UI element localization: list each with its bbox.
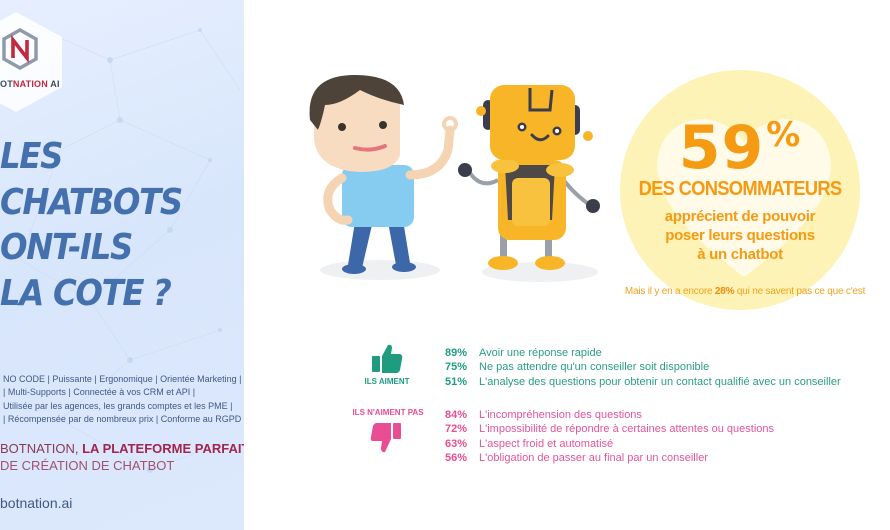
headline-line: CHATBOTS [0,181,183,223]
feature-line: | Récompensée par de nombreux prix | Con… [3,413,244,424]
dislikes-item-text: L'impossibilité de répondre à certaines … [479,423,775,436]
likes-item: 89% Avoir une réponse rapide [445,346,841,360]
botnation-logo-icon [2,28,38,70]
likes-item-pct: 75% [445,361,468,374]
likes-item: 51% L'analyse des questions pour obtenir … [445,375,841,389]
stat-subtitle-line: apprécient de pouvoir [664,208,816,225]
likes-list: 89% Avoir une réponse rapide 75% Ne pas at… [445,346,841,389]
stat-note-suffix: qui ne savent pas ce que c'est [734,286,866,297]
dislikes-list: 84% L'incompréhension des questions 72% L'… [445,408,774,465]
stat-value: 59 [678,113,765,183]
likes-item: 75% Ne pas attendre qu'un conseiller soit… [445,360,841,374]
tagline-strong: LA PLATEFORME PARFAITE [82,441,244,456]
logo-wordmark: OTNATION AI [0,79,60,89]
dislikes-item: 56% L'obligation de passer au final par u… [445,451,774,465]
feature-line: | Multi-Supports | Connectée à vos CRM e… [3,387,196,398]
feature-list: NO CODE | Puissante | Ergonomique | Orie… [3,373,244,426]
network-background-decoration [19,19,241,473]
stat-subtitle-line: à un chatbot [697,246,783,263]
dislikes-item-text: L'aspect froid et automatisé [479,437,614,450]
feature-line: Utilisée par les agences, les grands com… [3,400,233,411]
website-link[interactable]: botnation.ai [0,495,73,511]
headline-line: LA COTE ? [0,272,172,314]
man-figure [309,75,458,274]
stat-subtitle-line: poser leurs questions [665,227,815,244]
dislikes-item: 72% L'impossibilité de répondre à certain… [445,422,774,436]
thumbs-down-icon [370,423,401,453]
dislikes-item-pct: 84% [445,409,468,421]
stat-percentage: 59% [620,100,860,183]
likes-item-text: L'analyse des questions pour obtenir un … [479,375,841,388]
likes-item-pct: 51% [445,375,468,388]
dislikes-label: ILS N'AIMENT PAS [352,408,424,417]
stat-note-prefix: Mais il y en a encore [624,286,715,297]
headline-line: ONT-ILS [0,227,133,268]
stat-note: Mais il y en a encore 28% qui ne savent … [610,286,880,297]
likes-item-text: Ne pas attendre qu'un conseiller soit di… [479,361,710,374]
dislikes-item-pct: 63% [445,437,468,450]
robot-figure [458,85,600,270]
dislikes-item-text: L'obligation de passer au final par un c… [479,451,708,464]
likes-label: ILS AIMENT [364,377,410,386]
stat-unit: % [766,115,802,155]
tagline-line2: DE CRÉATION DE CHATBOT [0,458,175,473]
logo-text-brand: NATION [12,79,48,89]
tagline: BOTNATION, LA PLATEFORME PARFAITE DE CRÉ… [0,440,244,474]
feature-line: NO CODE | Puissante | Ergonomique | Orie… [3,374,242,384]
man-and-robot-illustration [309,75,600,282]
heart-shape-decoration [657,119,831,277]
thumbs-up-icon [372,344,403,373]
stat-note-value: 28% [714,286,735,297]
dislikes-item-text: L'incompréhension des questions [479,409,642,421]
dislikes-item-pct: 56% [445,451,468,464]
dislikes-item-pct: 72% [445,423,468,436]
main-content: 59% DES CONSOMMATEURS apprécient de pouv… [244,0,890,530]
likes-item-text: Avoir une réponse rapide [479,347,602,359]
stat-subtitle: apprécient de pouvoir poser leurs questi… [620,207,860,264]
tagline-brand: BOTNATION, [0,441,83,456]
dislikes-item: 84% L'incompréhension des questions [445,408,774,422]
stat-title: DES CONSOMMATEURS [638,178,843,200]
logo-text-suffix: AI [47,79,60,89]
page-headline: LES CHATBOTS ONT-ILS LA COTE ? [0,134,216,316]
sidebar: OTNATION AI LES CHATBOTS ONT-ILS LA COTE… [0,0,244,530]
headline-line: LES [0,136,63,177]
logo-text-prefix: OT [0,79,13,89]
likes-item-pct: 89% [445,347,468,359]
dislikes-item: 63% L'aspect froid et automatisé [445,437,774,451]
